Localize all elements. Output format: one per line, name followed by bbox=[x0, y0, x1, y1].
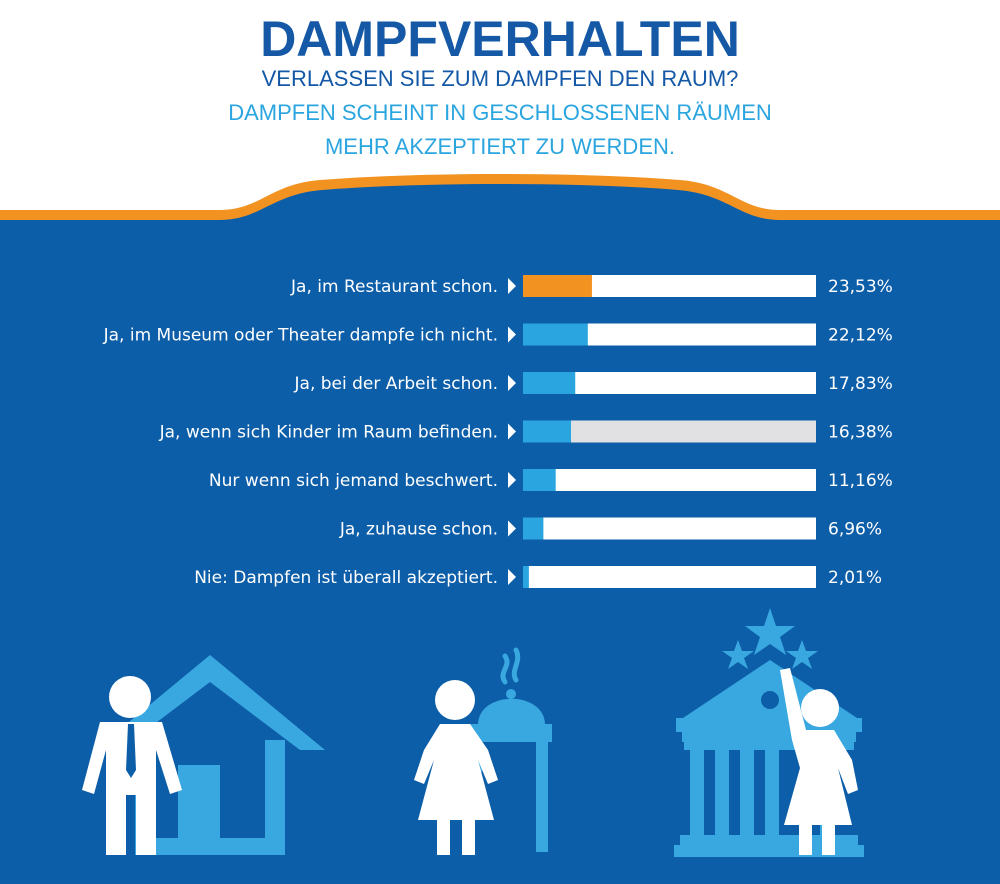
bar bbox=[523, 469, 556, 491]
bar-track bbox=[523, 275, 816, 297]
tagline-line-2: MEHR AKZEPTIERT ZU WERDEN. bbox=[324, 134, 675, 159]
bar bbox=[523, 420, 571, 443]
value-label: 2,01% bbox=[828, 568, 882, 588]
bar bbox=[523, 566, 529, 588]
pointer-triangle-icon bbox=[508, 472, 516, 488]
illustration-row bbox=[82, 608, 864, 857]
pointer-triangle-icon bbox=[508, 326, 516, 343]
bar bbox=[523, 372, 576, 394]
value-label: 16,38% bbox=[828, 423, 893, 443]
pointer-triangle-icon bbox=[508, 423, 516, 440]
bar-track bbox=[523, 517, 816, 540]
bar bbox=[523, 275, 592, 297]
category-label: Ja, zuhause schon. bbox=[339, 520, 498, 540]
value-label: 11,16% bbox=[828, 471, 893, 491]
page-title: DAMPFVERHALTEN bbox=[260, 11, 740, 67]
category-label: Ja, wenn sich Kinder im Raum befinden. bbox=[159, 423, 498, 443]
header: DAMPFVERHALTEN VERLASSEN SIE ZUM DAMPFEN… bbox=[0, 0, 1000, 230]
steam-icon bbox=[500, 647, 521, 685]
serving-cloche-icon bbox=[470, 689, 552, 852]
tagline-line-1: DAMPFEN SCHEINT IN GESCHLOSSENEN RÄUMEN bbox=[228, 100, 772, 125]
category-label: Nur wenn sich jemand beschwert. bbox=[209, 471, 498, 491]
waitress-icon bbox=[414, 680, 498, 855]
value-label: 17,83% bbox=[828, 374, 893, 394]
category-label: Nie: Dampfen ist überall akzeptiert. bbox=[194, 568, 498, 588]
bar-track bbox=[523, 420, 816, 443]
value-label: 22,12% bbox=[828, 326, 893, 346]
question-subtitle: VERLASSEN SIE ZUM DAMPFEN DEN RAUM? bbox=[261, 66, 739, 91]
pointer-triangle-icon bbox=[508, 375, 516, 391]
tagline: DAMPFEN SCHEINT IN GESCHLOSSENEN RÄUMEN … bbox=[0, 96, 1000, 164]
value-label: 23,53% bbox=[828, 277, 893, 297]
pointer-triangle-icon bbox=[508, 278, 516, 294]
pointer-triangle-icon bbox=[508, 569, 516, 585]
category-label: Ja, im Museum oder Theater dampfe ich ni… bbox=[103, 326, 498, 346]
bar-chart: Ja, im Restaurant schon. 23,53% Ja, im Mus… bbox=[103, 275, 893, 588]
category-label: Ja, im Restaurant schon. bbox=[290, 277, 498, 297]
bar-track bbox=[523, 372, 816, 394]
bar-track bbox=[523, 566, 816, 588]
woman-waving-icon bbox=[780, 668, 858, 855]
stars-icon bbox=[722, 608, 818, 669]
bar bbox=[523, 323, 588, 346]
businessman-icon bbox=[82, 676, 182, 855]
bar bbox=[523, 517, 544, 540]
bar-track bbox=[523, 323, 816, 346]
bar-track bbox=[523, 469, 816, 491]
pointer-triangle-icon bbox=[508, 520, 516, 537]
value-label: 6,96% bbox=[828, 520, 882, 540]
category-label: Ja, bei der Arbeit schon. bbox=[294, 374, 498, 394]
